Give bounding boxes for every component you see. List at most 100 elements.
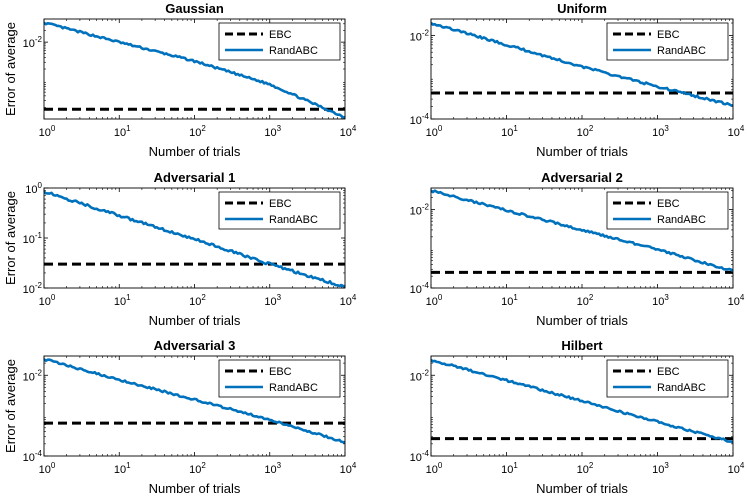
legend-label: EBC [657,366,680,378]
legend-label: RandABC [657,214,706,226]
subplot-2: 100 101 102 103 104 10-2 10-4 EBC RandABC Uniform… [410,1,745,159]
axes-box [430,18,734,120]
series-line-randabc [431,189,733,273]
y-axis-label: Error of average [3,22,18,116]
x-tick-label: 104 [728,124,745,139]
axes-box [430,355,734,457]
legend-label: RandABC [657,382,706,394]
y-tick-label: 10-2 [23,35,43,50]
axes-box [43,355,346,457]
x-tick-label: 101 [114,293,131,308]
x-tick-label: 103 [652,293,669,308]
x-tick-label: 100 [39,461,56,476]
legend-box [606,359,729,398]
legend-label: EBC [657,29,680,41]
x-tick-label: 102 [189,124,206,139]
axes-box [43,18,346,120]
legend-box [606,191,729,230]
x-axis-label: Number of trials [149,313,241,328]
legend: EBC RandABC [606,22,729,61]
legend-box [218,191,341,230]
x-axis-label: Number of trials [149,481,241,496]
legend-label: EBC [269,198,292,210]
x-tick-label: 101 [114,461,131,476]
y-tick-label: 10-2 [410,29,430,44]
legend: EBC RandABC [218,191,341,230]
y-axis-label: Error of average [3,359,18,453]
y-tick-label: 10-4 [410,112,430,127]
x-tick-label: 101 [501,461,518,476]
legend-label: RandABC [269,45,318,57]
x-tick-label: 103 [652,124,669,139]
x-tick-label: 100 [39,293,56,308]
x-tick-label: 103 [652,461,669,476]
axes-box [430,187,734,289]
series-line-randabc [44,190,345,288]
legend: EBC RandABC [218,22,341,61]
x-tick-label: 103 [264,293,281,308]
y-tick-label: 100 [25,181,42,196]
x-tick-label: 103 [264,461,281,476]
legend-label: EBC [657,198,680,210]
y-tick-label: 10-2 [23,281,43,296]
y-axis-label: Error of average [3,191,18,285]
x-tick-label: 102 [577,293,594,308]
x-tick-label: 102 [189,293,206,308]
legend: EBC RandABC [218,359,341,398]
x-tick-label: 104 [728,293,745,308]
subplot-1: 100 101 102 103 104 10-2 EBC RandABC Gaussian Num… [3,1,357,159]
x-tick-label: 100 [426,293,443,308]
chart-title: Gaussian [165,1,224,16]
chart-title: Adversarial 2 [541,170,623,185]
x-axis-label: Number of trials [536,313,628,328]
axes-box [43,187,346,289]
chart-title: Uniform [557,1,607,16]
legend-label: EBC [269,366,292,378]
legend-box [606,22,729,61]
x-tick-label: 104 [728,461,745,476]
x-tick-label: 102 [189,461,206,476]
x-tick-label: 104 [340,461,357,476]
legend: EBC RandABC [606,359,729,398]
subplot-3: 100 101 102 103 104 100 10-1 10-2 EBC RandABC Adve… [3,170,357,328]
subplot-5: 100 101 102 103 104 10-2 10-4 EBC RandABC Adversa… [3,338,357,496]
x-axis-label: Number of trials [536,144,628,159]
series-line-randabc [431,22,733,107]
y-tick-label: 10-2 [410,368,430,383]
series-line-randabc [44,21,345,119]
legend-label: RandABC [657,45,706,57]
x-tick-label: 104 [340,124,357,139]
x-tick-label: 100 [426,124,443,139]
legend-label: RandABC [269,214,318,226]
y-tick-label: 10-2 [23,368,43,383]
subplot-4: 100 101 102 103 104 10-2 10-4 EBC RandABC Adversa… [410,170,745,328]
x-tick-label: 102 [577,124,594,139]
y-tick-label: 10-2 [410,202,430,217]
legend-label: RandABC [269,382,318,394]
x-axis-label: Number of trials [149,144,241,159]
chart-title: Adversarial 1 [154,170,236,185]
x-tick-label: 101 [501,124,518,139]
x-axis-label: Number of trials [536,481,628,496]
subplot-6: 100 101 102 103 104 10-2 10-4 EBC RandABC Hilbert… [410,338,745,496]
legend-label: EBC [269,29,292,41]
series-line-randabc [431,358,733,444]
x-tick-label: 103 [264,124,281,139]
y-tick-label: 10-4 [410,281,430,296]
x-tick-label: 101 [114,124,131,139]
legend-box [218,359,341,398]
legend: EBC RandABC [606,191,729,230]
x-tick-label: 100 [426,461,443,476]
x-tick-label: 102 [577,461,594,476]
y-tick-label: 10-4 [410,449,430,464]
chart-title: Adversarial 3 [154,338,236,353]
y-tick-label: 10-4 [23,449,43,464]
series-line-randabc [44,358,345,444]
x-tick-label: 104 [340,293,357,308]
y-tick-label: 10-1 [23,231,43,246]
legend-box [218,22,341,61]
x-tick-label: 101 [501,293,518,308]
chart-title: Hilbert [561,338,603,353]
x-tick-label: 100 [39,124,56,139]
